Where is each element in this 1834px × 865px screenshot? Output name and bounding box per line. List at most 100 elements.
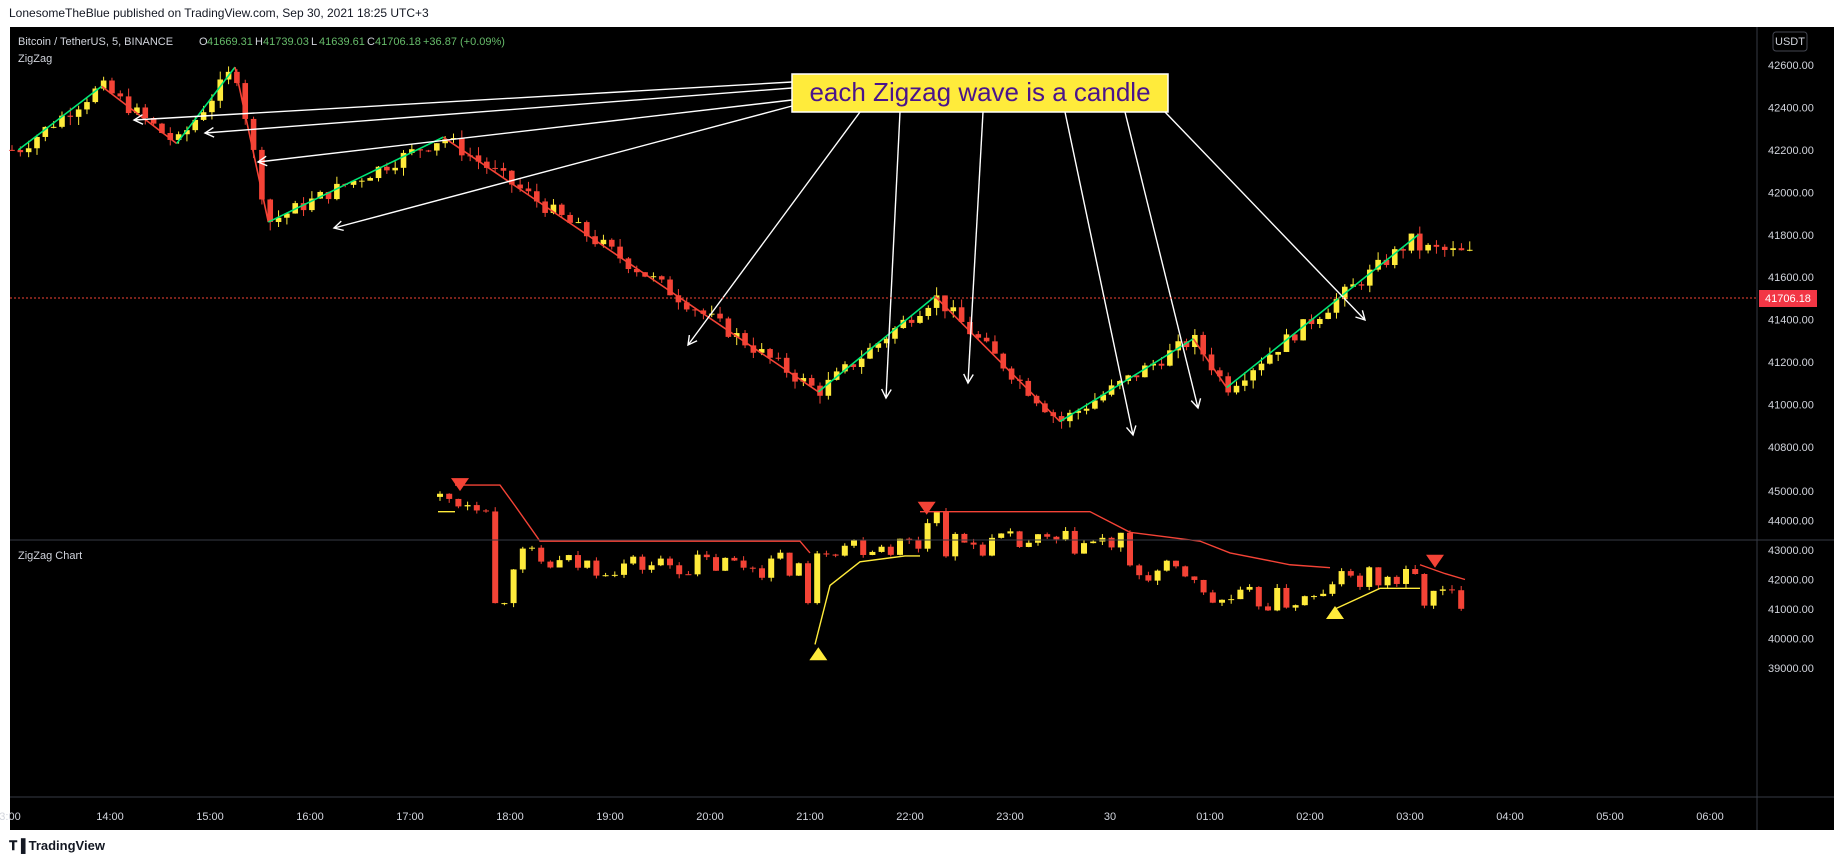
candle-body <box>786 552 793 576</box>
candle-body <box>475 155 482 162</box>
candle-body <box>583 222 590 237</box>
chart-canvas[interactable]: 42600.00 42400.00 42200.00 42000.00 41800.00… <box>0 0 1834 830</box>
zigzag-segment <box>442 136 819 393</box>
candle-body <box>533 191 540 202</box>
time-axis[interactable]: 3:00 14:00 15:00 16:00 17:00 18:00 19:00 20:00 2… <box>0 811 1724 823</box>
last-price-badge: 41706.18 <box>1759 290 1817 307</box>
candle-body <box>933 511 940 524</box>
candle-body <box>1208 354 1215 371</box>
candle-body <box>1090 541 1097 544</box>
annotation-arrow <box>257 99 793 163</box>
candle-body <box>567 214 573 223</box>
candle-body <box>409 149 415 153</box>
candle-body <box>1175 341 1181 351</box>
time-tick-label: 20:00 <box>696 811 724 823</box>
candle-body <box>767 349 773 358</box>
annotation-arrow <box>133 81 793 121</box>
candle-body <box>1292 605 1299 608</box>
candle-body <box>1433 244 1440 247</box>
candle-body <box>442 139 448 144</box>
time-tick-label: 16:00 <box>296 811 324 823</box>
annotation-callout: each Zigzag wave is a candle <box>791 73 1169 113</box>
time-tick-label: 15:00 <box>196 811 224 823</box>
candle-body <box>100 80 107 89</box>
candle-body <box>1416 233 1423 251</box>
candle-body <box>359 180 365 182</box>
annotation-text: each Zigzag wave is a candle <box>809 77 1150 107</box>
trailing-line <box>455 484 811 554</box>
main-candles <box>9 66 1473 429</box>
candle-body <box>1412 569 1419 575</box>
candle-body <box>808 378 815 386</box>
candle-body <box>1025 542 1032 547</box>
candle-body <box>639 556 646 570</box>
open-label: O <box>199 36 208 48</box>
candle-body <box>667 279 673 296</box>
candle-body <box>950 307 957 312</box>
candle-body <box>952 533 959 557</box>
candle-body <box>517 184 523 189</box>
trailing-line <box>920 510 1331 569</box>
candle-body <box>325 191 332 200</box>
candle-body <box>1125 375 1132 381</box>
candle-body <box>50 126 57 128</box>
time-tick-label: 06:00 <box>1696 811 1724 823</box>
candle-body <box>1062 530 1069 540</box>
arrow-head <box>881 388 892 400</box>
candle-body <box>300 203 307 211</box>
time-tick-label: 01:00 <box>1196 811 1224 823</box>
change-value: +36.87 (+0.09%) <box>423 36 505 48</box>
candle-body <box>117 93 124 97</box>
candle-body <box>525 188 532 192</box>
candle-body <box>897 538 903 555</box>
candle-body <box>1016 531 1023 547</box>
candle-body <box>1108 537 1115 548</box>
zigzag-segment <box>234 66 270 223</box>
candle-body <box>1338 571 1345 585</box>
candle-body <box>924 523 931 549</box>
zigzag-segment <box>17 85 103 151</box>
down-triangle-marker <box>917 501 936 515</box>
zigzag-segment <box>267 136 444 223</box>
candle-body <box>125 96 132 114</box>
candle-body <box>1127 532 1133 566</box>
zigzag-chart-indicator-label[interactable]: ZigZag Chart <box>18 550 82 562</box>
candle-body <box>1347 571 1354 576</box>
candle-body <box>242 83 249 119</box>
currency-button[interactable]: USDT <box>1772 31 1808 52</box>
candle-body <box>483 510 489 512</box>
candle-body <box>795 563 802 576</box>
candle-body <box>800 378 807 382</box>
main-price-axis[interactable]: 42600.00 42400.00 42200.00 42000.00 41800.00… <box>1768 60 1814 454</box>
candle-body <box>1250 370 1256 381</box>
candle-body <box>823 553 830 555</box>
candle-body <box>400 152 407 168</box>
candle-body <box>915 540 922 549</box>
candle-body <box>375 166 382 179</box>
candle-body <box>733 333 740 337</box>
candle-body <box>159 123 165 134</box>
candle-body <box>1163 560 1170 571</box>
candle-body <box>1042 403 1048 413</box>
candle-body <box>1237 589 1244 600</box>
arrow-head <box>332 220 344 232</box>
candle-body <box>1274 587 1281 611</box>
candle-body <box>1325 312 1331 319</box>
high-label: H <box>255 36 263 48</box>
candle-body <box>667 558 673 566</box>
candle-body <box>175 134 182 140</box>
candle-body <box>1308 319 1315 325</box>
candle-body <box>1320 593 1327 597</box>
tradingview-logo[interactable]: 𝐓▐ TradingView <box>9 838 105 854</box>
zigzag-indicator-label[interactable]: ZigZag <box>18 53 52 65</box>
candle-body <box>1421 574 1428 606</box>
down-triangle-marker <box>1426 554 1444 568</box>
arrow-head <box>687 334 698 347</box>
price-tick-label: 42600.00 <box>1768 60 1814 72</box>
candle-body <box>970 542 977 545</box>
lower-price-axis[interactable]: 45000.00 44000.00 43000.00 42000.00 41000.00… <box>1768 486 1814 675</box>
lower-markers <box>451 478 1444 661</box>
candle-body <box>1133 375 1140 378</box>
footer: 𝐓▐ TradingView <box>0 830 1834 865</box>
candle-body <box>550 204 557 213</box>
